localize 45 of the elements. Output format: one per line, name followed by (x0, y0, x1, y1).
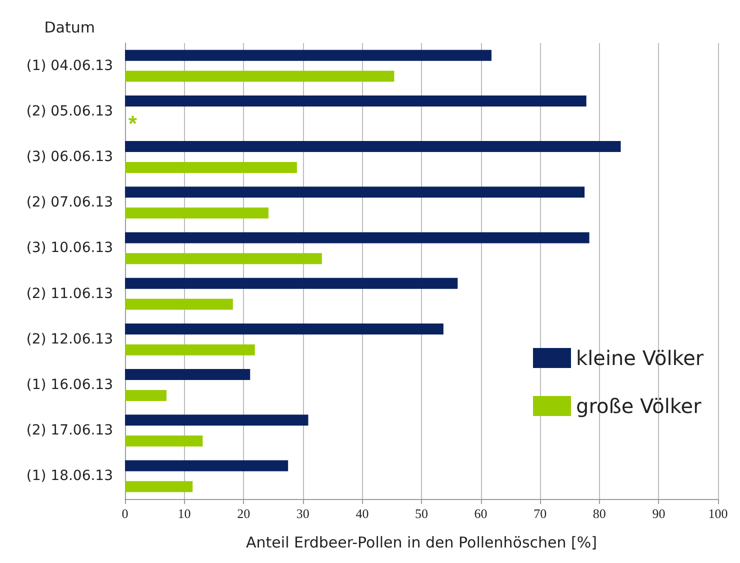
bar (125, 232, 590, 244)
x-axis-title: Anteil Erdbeer-Pollen in den Pollenhöschen [%] (246, 534, 597, 552)
annotation: * (128, 110, 138, 136)
y-tick-label: (3) 06.06.13 (26, 149, 113, 165)
bar (125, 414, 308, 426)
bar (125, 323, 444, 334)
y-tick-label: (1) 16.06.13 (26, 377, 113, 393)
y-tick-label: (1) 04.06.13 (26, 58, 113, 74)
bar (125, 298, 233, 310)
x-tick-label: 10 (178, 506, 191, 521)
bar (125, 50, 492, 61)
bar (125, 95, 586, 106)
x-tick-label: 20 (237, 506, 250, 521)
x-tick-label: 70 (534, 506, 547, 521)
x-tick-label: 100 (708, 506, 728, 521)
y-axis-title: Datum (44, 18, 95, 36)
bar (125, 208, 269, 219)
y-tick-label: (2) 05.06.13 (26, 103, 113, 120)
y-tick-label: (2) 11.06.13 (26, 286, 113, 302)
bar (125, 186, 585, 198)
bar (125, 278, 458, 289)
bar (125, 141, 621, 152)
bar (125, 70, 394, 82)
x-tick-label: 90 (652, 506, 666, 521)
bar (125, 436, 203, 447)
x-tick-label: 60 (474, 506, 488, 521)
bar (125, 481, 193, 492)
x-tick-label: 80 (592, 506, 606, 521)
y-tick-label: (2) 12.06.13 (26, 331, 113, 348)
y-tick-label: (2) 07.06.13 (26, 194, 113, 211)
x-tick-label: 0 (122, 506, 128, 521)
y-tick-label: (1) 18.06.13 (26, 468, 113, 484)
bar (125, 369, 250, 380)
legend-label: große Völker (576, 394, 702, 418)
bar (125, 344, 255, 356)
x-tick-label: 40 (356, 506, 369, 521)
y-tick-label: (2) 17.06.13 (26, 422, 113, 439)
legend-label: kleine Völker (576, 346, 704, 370)
x-tick-label: 30 (296, 506, 310, 521)
x-tick-label: 50 (415, 506, 428, 521)
y-tick-label: (3) 10.06.13 (26, 240, 113, 256)
bar (125, 162, 297, 173)
bar (125, 460, 288, 472)
bar (125, 390, 167, 401)
bar (125, 253, 322, 264)
